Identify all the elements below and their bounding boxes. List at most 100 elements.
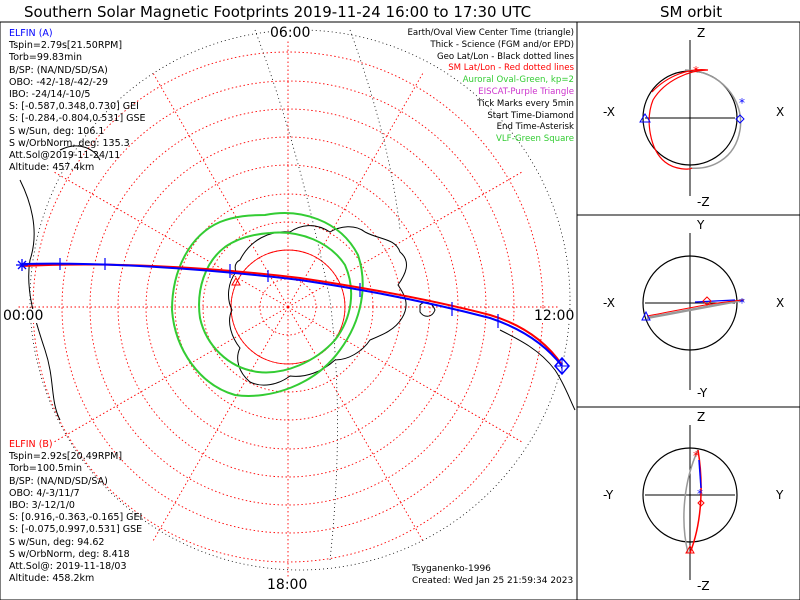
sm-lat-circle [32,51,544,563]
elfin-a-line: Altitude: 457.4km [9,162,95,174]
legend-item: Start Time-Diamond [487,110,574,121]
elfin-a-line: S w/OrbNorm, deg: 135.3 [9,137,130,149]
created-credit: Created: Wed Jan 25 21:59:34 2023 [412,576,574,586]
orbit3-bottom-label: -Z [697,579,710,593]
orbit3-right-label: Y [776,488,784,502]
orbit-asterisk-marker: * [697,487,703,501]
orbit3-top-label: Z [697,410,706,424]
geo-lat-circle [29,29,571,571]
orbit-panel-xz: * * [639,40,745,196]
geo-lon-line [349,29,401,231]
auroral-oval-inner [198,231,353,374]
elfin-a-line: Att.Sol@2019-11-24/11 [9,149,121,161]
elfin-b-line: S w/Sun, deg: 94.62 [9,536,105,548]
orbit-panel-yz-frame [576,406,800,600]
elfin-a-line: S: [-0.284,-0.804,0.531] GSE [9,113,146,125]
elfin-b-line: Torb=100.5min [9,463,83,475]
antarctica-outline [228,225,407,386]
orbit1-bottom-label: -Z [697,195,710,209]
sm-lat-circle [145,164,431,450]
auroral-oval-outer [170,212,364,397]
elfin-b-line: S: [0.916,-0.363,-0.165] GEI [9,512,143,524]
elfin-b-line: OBO: 4/-3/11/7 [9,487,80,499]
legend-item: Tick Marks every 5min [477,98,574,109]
geo-grid [29,29,571,571]
elfin-a-line: S: [-0.587,0.348,0.730] GEI [9,101,139,113]
orbit-track-red [646,299,745,317]
elfin-b-label: ELFIN (B) [9,439,53,450]
auroral-oval [170,212,364,397]
orbit-asterisk-marker-b: * [693,64,699,78]
track-ticks [59,258,499,328]
legend-item: End Time-Asterisk [496,122,574,133]
orbit-asterisk-marker-b: * [693,449,699,463]
orbit-track-blue [698,459,702,489]
orbit-diamond-marker [735,114,745,124]
elfin-b-line: B/SP: (NA/ND/SD/SA) [9,475,108,487]
legend-item: EISCAT-Purple Triangle [478,86,574,97]
elfin-b-line: Tspin=2.92s[20.49RPM] [9,451,123,463]
legend-item: Earth/Oval View Center Time (triangle) [407,28,574,38]
sm-lon-line [152,72,289,308]
orbit-diamond-marker [702,296,712,306]
view-center-triangle [231,276,241,286]
elfin-a-label: ELFIN (A) [9,28,53,39]
earth-circle [642,255,738,351]
elfin-a-line: Tspin=2.79s[21.50RPM] [9,40,123,52]
legend-item: Auroral Oval-Green, kp=2 [462,75,574,86]
elfin-a-line: IBO: -24/14/-10/5 [9,88,91,100]
track-markers [16,259,570,376]
coast-fragment [59,145,101,161]
orbit-asterisk-marker: * [739,96,745,110]
legend-item: Geo Lat/Lon - Black dotted lines [436,51,574,62]
orbit3-left-label: -Y [603,488,614,502]
figure-title: Southern Solar Magnetic Footprints 2019-… [24,3,532,21]
elfin-a-line: S w/Sun, deg: 106.1 [9,125,105,137]
hour-label-top: 06:00 [269,25,312,41]
elfin-b-line: Altitude: 458.2km [9,573,95,585]
hour-label-bottom: 18:00 [266,577,309,593]
sm-lat-circle [89,108,487,506]
orbit-triangle-marker [639,113,651,123]
orbit-triangle-marker [641,310,651,321]
end-asterisk [16,259,28,271]
geo-lon-line [254,29,338,561]
elfin-b-line: IBO: 3/-12/1/0 [9,499,75,511]
elfin-a-track [21,262,563,367]
elfin-a-line: OBO: -42/-18/-42/-29 [9,76,109,88]
orbit-triangle-marker [685,544,695,554]
elfin-b-info: ELFIN (B) Tspin=2.92s[20.49RPM] Torb=100… [9,439,142,585]
orbit-track-blue [694,299,736,303]
footprint-tracks [21,262,563,367]
legend-item: SM Lat/Lon - Red dotted lines [448,63,574,74]
elfin-b-line: Att.Sol@: 2019-11-18/03 [9,560,127,572]
orbit2-bottom-label: -Y [697,386,708,400]
earth-circle [642,447,738,543]
legend: Earth/Oval View Center Time (triangle) T… [407,28,574,146]
australia-coast [499,329,576,411]
sm-lon-line [287,171,523,308]
sm-lat-circle [61,80,515,534]
orbit2-left-label: -X [603,296,615,310]
elfin-b-line: S: [-0.075,0.997,0.531] GSE [9,524,143,536]
orbit-panel-yz: * * [642,425,738,580]
orbit-title: SM orbit [660,3,723,21]
orbit-diamond-marker [697,499,705,507]
orbit1-top-label: Z [697,26,706,40]
sm-lon-line [152,306,289,542]
orbit-panel-xy: * [641,233,745,390]
orbit2-top-label: Y [697,218,705,232]
elfin-b-line: S w/OrbNorm, deg: 8.418 [9,548,130,560]
elfin-a-line: Torb=99.83min [9,52,83,64]
orbit1-left-label: -X [603,105,615,119]
orbit-asterisk-marker: * [739,296,745,310]
orbit-track-gray [683,449,699,554]
polar-map [16,29,576,577]
sm-lon-line [287,72,424,308]
hour-label-left: 00:00 [2,308,45,324]
south-america-coast [19,179,61,421]
legend-item: VLF-Green Square [495,134,574,145]
orbit-track-gray [646,298,745,320]
elfin-a-line: B/SP: (NA/ND/SD/SA) [9,64,108,76]
